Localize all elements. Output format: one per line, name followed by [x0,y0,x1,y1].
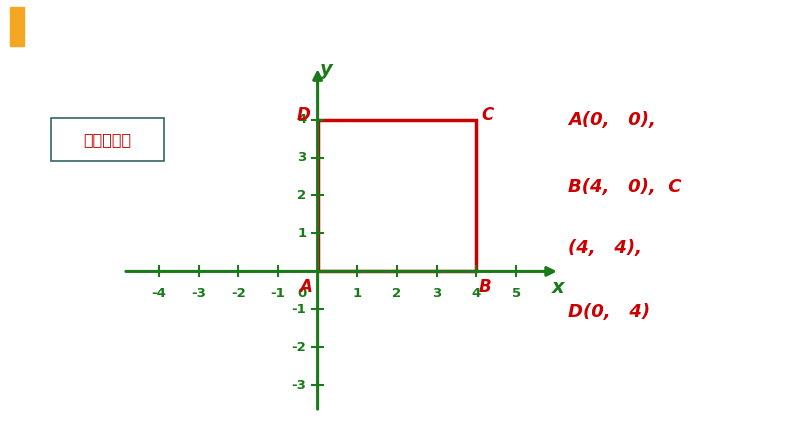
Text: x: x [552,278,564,297]
Text: -4: -4 [152,287,166,300]
Text: D(0,   4): D(0, 4) [568,303,649,320]
Text: 4: 4 [472,287,481,300]
Text: y: y [320,60,333,79]
Text: (4,   4),: (4, 4), [568,239,642,257]
Text: B: B [479,278,491,296]
FancyBboxPatch shape [51,118,164,161]
Text: -2: -2 [291,341,306,354]
Text: D: D [297,106,310,124]
Text: 3: 3 [297,151,306,164]
Text: -1: -1 [271,287,285,300]
Text: B(4,   0),  C: B(4, 0), C [568,177,681,196]
Text: A: A [299,278,312,296]
Text: -3: -3 [191,287,206,300]
Text: 4: 4 [297,113,306,126]
Text: 2: 2 [392,287,402,300]
Text: 2: 2 [298,189,306,202]
Text: 3: 3 [432,287,441,300]
Bar [10,7,24,46]
Bar [318,119,476,271]
Text: -2: -2 [231,287,245,300]
Text: A(0,   0),: A(0, 0), [568,111,656,129]
Text: -1: -1 [291,303,306,316]
Text: 1: 1 [298,227,306,240]
Text: 0: 0 [297,287,306,300]
Text: 第一种类型: 第一种类型 [83,132,132,147]
Text: 1: 1 [353,287,362,300]
Text: 5: 5 [511,287,521,300]
Text: C: C [481,106,494,124]
Text: 新课认解: 新课认解 [33,14,94,38]
Text: -3: -3 [291,379,306,392]
